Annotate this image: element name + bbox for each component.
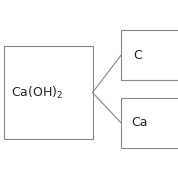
FancyBboxPatch shape <box>121 30 178 80</box>
Text: Ca(OH)$_2$: Ca(OH)$_2$ <box>11 85 63 101</box>
FancyBboxPatch shape <box>4 46 93 139</box>
FancyBboxPatch shape <box>121 98 178 148</box>
Text: C: C <box>134 49 142 62</box>
Text: Ca: Ca <box>132 116 148 129</box>
